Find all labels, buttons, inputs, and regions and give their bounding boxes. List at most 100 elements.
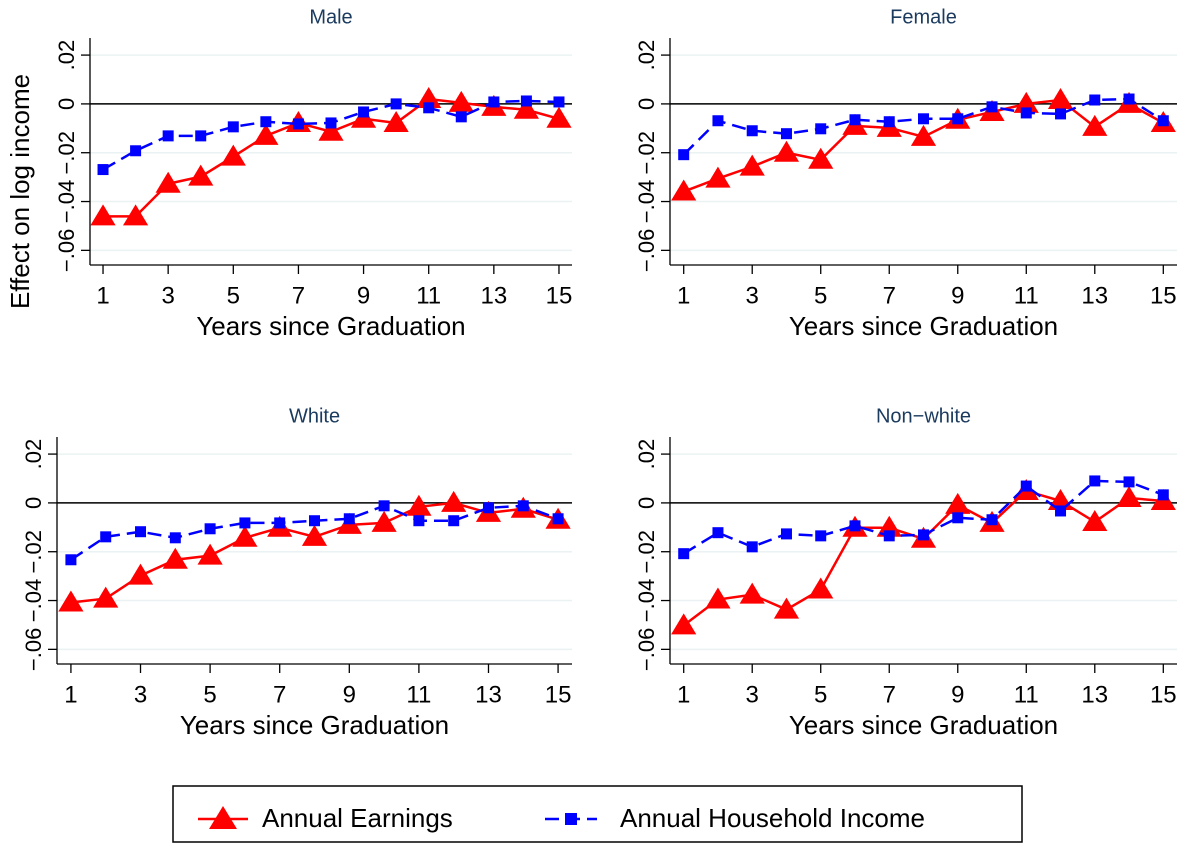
marker-triangle	[876, 515, 902, 537]
y-tick-label: 0	[54, 98, 79, 110]
marker-triangle	[188, 164, 214, 186]
marker-triangle	[546, 106, 572, 128]
marker-square	[343, 513, 355, 525]
marker-triangle	[1047, 87, 1074, 109]
marker-triangle	[122, 204, 149, 226]
marker-square	[162, 130, 174, 142]
x-tick-label: 7	[292, 282, 305, 309]
x-axis-label: Years since Graduation	[180, 710, 449, 740]
x-tick-label: 15	[545, 681, 572, 708]
y-tick-label: .02	[54, 40, 79, 71]
marker-square	[746, 125, 758, 137]
marker-square	[169, 532, 181, 544]
x-tick-label: 5	[203, 681, 216, 708]
marker-square	[325, 117, 337, 129]
x-tick-label: 11	[416, 282, 441, 309]
marker-triangle	[808, 147, 834, 169]
marker-triangle	[58, 590, 84, 612]
marker-square	[135, 526, 147, 538]
marker-square	[100, 531, 112, 543]
marker-square	[227, 121, 239, 133]
x-tick-label: 5	[814, 681, 827, 708]
marker-square	[1089, 475, 1101, 487]
marker-triangle	[808, 577, 834, 599]
x-axis-label: Years since Graduation	[789, 710, 1058, 740]
y-tick-label: −.06	[634, 229, 659, 272]
marker-square	[520, 95, 532, 107]
marker-square	[358, 106, 370, 118]
marker-square	[553, 96, 565, 108]
marker-square	[678, 149, 690, 161]
x-tick-label: 1	[677, 681, 690, 708]
y-tick-label: −.02	[54, 131, 79, 174]
marker-triangle	[406, 494, 432, 516]
marker-square	[883, 530, 895, 542]
marker-square	[423, 102, 435, 114]
marker-square	[986, 101, 998, 113]
marker-square	[1055, 505, 1067, 517]
x-tick-label: 11	[1014, 282, 1039, 309]
marker-triangle	[383, 110, 409, 132]
x-tick-label: 15	[1150, 282, 1177, 309]
y-tick-label: −.06	[634, 628, 659, 671]
marker-square	[849, 520, 861, 532]
marker-square	[390, 98, 402, 110]
marker-square	[130, 145, 142, 157]
marker-triangle	[1082, 509, 1108, 531]
marker-triangle	[705, 166, 731, 188]
marker-square	[780, 128, 792, 140]
legend-marker	[565, 813, 577, 825]
x-tick-label: 7	[883, 282, 896, 309]
x-tick-label: 15	[546, 282, 573, 309]
marker-triangle	[253, 123, 279, 145]
x-tick-label: 11	[1014, 681, 1039, 708]
panel-title: White	[289, 405, 340, 427]
marker-triangle	[1013, 91, 1039, 113]
marker-triangle	[773, 140, 800, 162]
marker-triangle	[127, 563, 154, 585]
marker-square	[204, 523, 216, 535]
marker-square	[712, 527, 724, 539]
marker-triangle	[773, 597, 800, 619]
y-tick-label: .02	[21, 439, 46, 470]
marker-square	[918, 113, 929, 125]
marker-triangle	[1116, 486, 1142, 508]
x-tick-label: 9	[357, 282, 370, 309]
marker-square	[1157, 115, 1169, 127]
x-tick-label: 5	[814, 282, 827, 309]
x-tick-label: 13	[480, 282, 507, 309]
y-axis-label: Effect on log income	[5, 74, 35, 309]
marker-square	[195, 130, 207, 142]
marker-square	[1055, 108, 1067, 120]
x-tick-label: 7	[883, 681, 896, 708]
x-tick-label: 1	[96, 282, 109, 309]
y-tick-label: −.02	[634, 530, 659, 573]
marker-triangle	[93, 586, 119, 608]
marker-square	[292, 118, 304, 130]
y-tick-label: .02	[634, 439, 659, 470]
x-tick-label: 9	[343, 681, 356, 708]
marker-triangle	[1082, 114, 1108, 136]
marker-square	[815, 123, 827, 135]
marker-triangle	[739, 154, 765, 176]
marker-square	[678, 548, 690, 560]
marker-triangle	[441, 490, 467, 512]
y-tick-label: −.04	[54, 180, 79, 223]
marker-triangle	[513, 97, 540, 119]
x-tick-label: 11	[406, 681, 431, 708]
marker-triangle	[448, 90, 474, 112]
marker-square	[1089, 94, 1101, 106]
x-tick-label: 13	[1081, 681, 1108, 708]
marker-square	[986, 514, 998, 526]
marker-square	[309, 515, 320, 527]
y-tick-label: −.06	[21, 628, 46, 671]
marker-triangle	[301, 524, 328, 546]
marker-square	[1123, 93, 1135, 105]
marker-square	[780, 528, 792, 540]
y-tick-label: −.04	[634, 579, 659, 622]
x-tick-label: 15	[1150, 681, 1177, 708]
x-tick-label: 9	[951, 681, 964, 708]
marker-square	[918, 529, 929, 541]
panel-title: Female	[890, 6, 957, 28]
marker-square	[746, 541, 758, 553]
